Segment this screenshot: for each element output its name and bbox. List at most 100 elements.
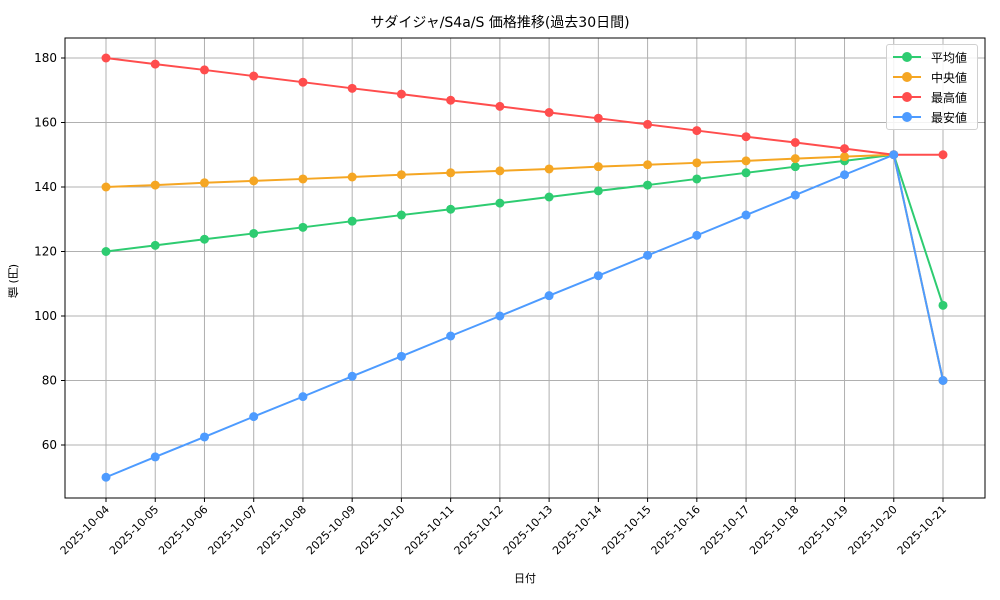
series-line (105, 153, 944, 306)
data-point (741, 210, 751, 220)
legend-marker-icon (893, 112, 921, 122)
series-line (105, 153, 944, 479)
data-point (544, 291, 554, 301)
data-point (643, 180, 653, 190)
x-tick-label: 2025-10-12 (452, 503, 506, 557)
data-point (593, 162, 603, 172)
data-point (347, 216, 357, 226)
data-point (495, 101, 505, 111)
data-point (643, 250, 653, 260)
data-point (840, 152, 850, 162)
data-point (446, 168, 456, 178)
data-point (199, 234, 209, 244)
data-point (938, 150, 948, 160)
x-tick-label: 2025-10-08 (255, 503, 309, 557)
legend-marker-icon (893, 72, 921, 82)
legend-label: 平均値 (931, 50, 968, 65)
data-point (347, 172, 357, 182)
data-point (840, 144, 850, 154)
x-tick-label: 2025-10-20 (845, 503, 899, 557)
plot-frame (64, 37, 986, 499)
data-point (840, 170, 850, 180)
x-axis-label: 日付 (514, 572, 536, 585)
x-tick-label: 2025-10-09 (304, 503, 358, 557)
data-point (790, 137, 800, 147)
x-tick-label: 2025-10-15 (599, 503, 653, 557)
legend: 平均値 中央値 最高値 最安値 (886, 44, 978, 130)
data-point (101, 247, 111, 256)
legend-item-min: 最安値 (887, 107, 977, 127)
y-tick-label: 80 (42, 374, 57, 388)
data-point (150, 59, 160, 69)
data-point (741, 156, 751, 166)
legend-item-average: 平均値 (887, 47, 977, 67)
data-point (495, 166, 505, 176)
data-point (544, 108, 554, 118)
y-tick-label: 180 (34, 51, 57, 65)
data-point (692, 230, 702, 240)
x-tick-label: 2025-10-16 (649, 503, 703, 557)
data-point (249, 412, 259, 422)
data-point (593, 186, 603, 196)
data-point (298, 174, 308, 184)
data-point (249, 71, 259, 81)
series-line (105, 57, 943, 156)
legend-label: 中央値 (931, 70, 968, 85)
data-point (199, 178, 209, 188)
data-point (593, 271, 603, 281)
data-point (298, 222, 308, 232)
x-tick-label: 2025-10-04 (58, 503, 112, 557)
data-point (101, 182, 111, 192)
x-tick-label: 2025-10-07 (205, 503, 259, 557)
data-point (150, 240, 160, 250)
data-point (150, 180, 160, 190)
data-point (643, 119, 653, 129)
legend-marker-icon (893, 92, 921, 102)
data-point (593, 113, 603, 123)
x-tick-label: 2025-10-14 (550, 503, 604, 557)
x-tick-label: 2025-10-21 (895, 503, 949, 557)
series-line (105, 153, 944, 381)
data-point (790, 154, 800, 164)
data-point (790, 162, 800, 172)
data-point (938, 376, 948, 385)
data-point (347, 83, 357, 93)
data-point (495, 198, 505, 208)
data-point (150, 452, 160, 462)
y-tick-label: 120 (34, 245, 57, 259)
data-point (446, 204, 456, 214)
data-point (396, 89, 406, 99)
data-point (199, 65, 209, 75)
x-tick-label: 2025-10-10 (353, 503, 407, 557)
data-point (544, 192, 554, 202)
data-point (889, 150, 899, 160)
data-point (249, 176, 259, 186)
x-tick-label: 2025-10-11 (402, 503, 456, 557)
legend-marker-icon (893, 52, 921, 62)
y-tick-label: 60 (42, 438, 57, 452)
data-point (741, 168, 751, 178)
legend-label: 最高値 (931, 90, 968, 105)
data-point (199, 432, 209, 442)
x-tick-label: 2025-10-13 (501, 503, 555, 557)
data-point (396, 351, 406, 361)
data-point (396, 170, 406, 180)
x-tick-label: 2025-10-19 (796, 503, 850, 557)
data-point (495, 311, 505, 321)
data-point (643, 160, 653, 170)
y-axis-label: 値 (円) (7, 263, 20, 298)
y-tick-label: 100 (34, 309, 57, 323)
data-point (938, 300, 948, 310)
x-tick-label: 2025-10-05 (107, 503, 161, 557)
legend-label: 最安値 (931, 110, 968, 125)
y-tick-label: 140 (34, 180, 57, 194)
data-point (446, 331, 456, 341)
data-point (446, 95, 456, 105)
data-point (101, 472, 111, 482)
data-point (692, 126, 702, 136)
legend-item-median: 中央値 (887, 67, 977, 87)
data-point (396, 210, 406, 220)
data-point (790, 190, 800, 200)
x-tick-label: 2025-10-06 (156, 503, 210, 557)
